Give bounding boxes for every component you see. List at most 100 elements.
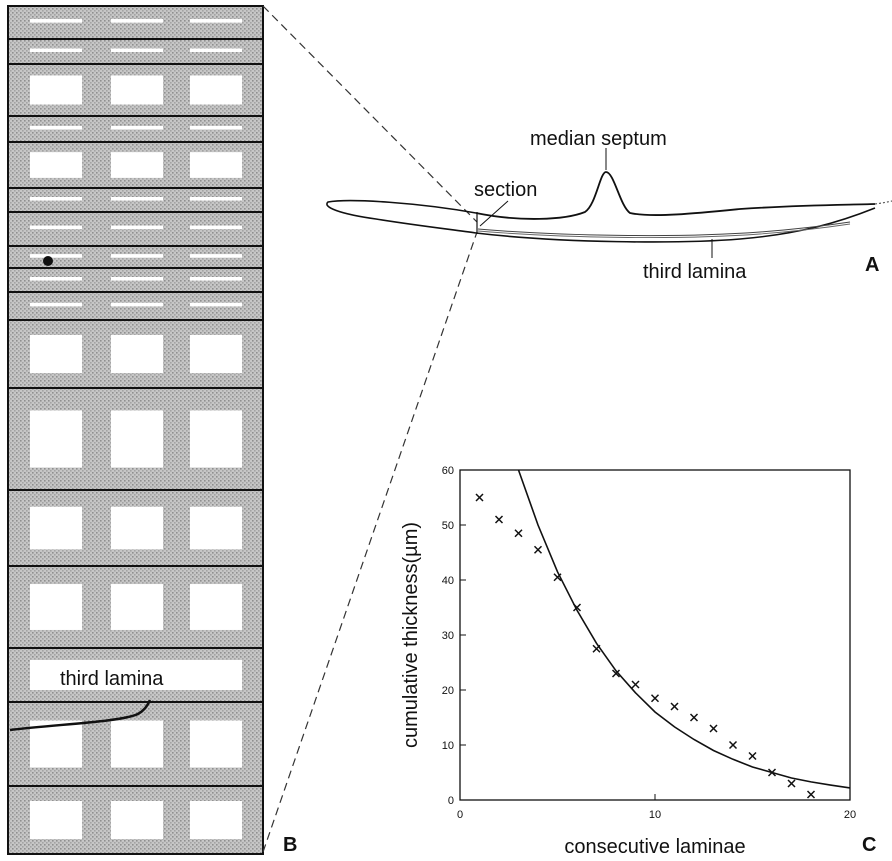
lamina-slit: [30, 225, 82, 230]
data-point-marker: [533, 545, 543, 554]
y-tick-label: 50: [442, 520, 454, 532]
section-outline-bottom: [475, 207, 876, 243]
lamina-window: [190, 584, 242, 630]
x-tick-label: 10: [649, 809, 661, 821]
lamina-slit: [111, 302, 163, 307]
x-axis-label: consecutive laminae: [564, 836, 745, 858]
lamina-window: [111, 584, 163, 630]
lamina-window: [190, 800, 242, 840]
plot-frame: [459, 469, 851, 801]
lamina-slit: [30, 48, 82, 53]
y-tick-label: 10: [442, 740, 454, 752]
lamina-window: [190, 152, 242, 178]
lamina-window: [111, 334, 163, 374]
panel-c-chart: 0 10 20 0 10 20 30 40 50 60 cumulative thickness(…: [400, 465, 876, 858]
lamina-window: [190, 410, 242, 468]
data-point-marker: [670, 702, 679, 711]
third-lamina-boundary-line: [9, 699, 152, 732]
lamina-window: [190, 334, 242, 374]
data-point-marker: [611, 669, 621, 678]
lamina-window: [30, 410, 82, 468]
panel-b-third-lamina-label: third lamina: [60, 668, 164, 690]
lamina-slit: [30, 197, 82, 201]
median-septum-label: median septum: [530, 128, 667, 150]
lamina-window: [111, 506, 163, 550]
data-point-marker: [709, 724, 718, 733]
data-point-marker: [494, 515, 504, 524]
data-point-marker: [689, 713, 699, 722]
data-point-marker: [787, 779, 796, 788]
outline-fade: [874, 200, 892, 205]
lamina-slit: [111, 19, 163, 23]
fit-curve: [517, 469, 851, 789]
panel-b-lamina-stack: third lamina B: [7, 5, 297, 856]
panel-a-letter: A: [865, 254, 879, 276]
y-tick-label: 60: [442, 465, 454, 477]
data-point-marker: [592, 644, 601, 653]
lamina-window: [30, 334, 82, 374]
y-tick-label: 40: [442, 575, 454, 587]
data-point-marker: [650, 694, 660, 703]
lamina-slit: [111, 125, 163, 130]
lamina-slit: [190, 48, 242, 53]
lamina-slit: [111, 48, 163, 53]
lamina-window: [30, 584, 82, 630]
third-lamina-line-2: [477, 223, 851, 239]
data-point-marker: [514, 529, 523, 538]
label-window: [30, 660, 242, 690]
lamina-window: [111, 410, 163, 468]
third-lamina-label: third lamina: [643, 261, 747, 283]
lamina-slit: [190, 225, 242, 230]
zoom-line-bottom: [262, 231, 478, 853]
y-tick-label: 20: [442, 685, 454, 697]
lamina-slit: [190, 19, 242, 23]
data-point-marker: [631, 680, 640, 689]
data-point-marker: [475, 493, 484, 502]
third-lamina-line-1: [477, 221, 851, 237]
x-tick-label: 20: [844, 809, 856, 821]
reference-dot: [43, 256, 53, 266]
panel-a-cross-section: median septum section third lamina A: [326, 128, 892, 283]
lamina-slit: [30, 254, 82, 258]
lamina-window: [30, 506, 82, 550]
lamina-window: [30, 720, 82, 768]
lamina-window: [30, 75, 82, 105]
lamina-slit: [30, 277, 82, 281]
lamina-slit: [111, 277, 163, 281]
x-tick-label: 0: [457, 809, 463, 821]
lamina-window: [30, 152, 82, 178]
lamina-window: [190, 720, 242, 768]
y-tick-label: 0: [448, 795, 454, 807]
lamina-slit: [30, 19, 82, 23]
median-septum-outline: [475, 171, 876, 220]
y-axis-label: cumulative thickness(µm): [400, 522, 422, 748]
section-leader: [479, 200, 509, 227]
lamina-slit: [30, 125, 82, 130]
lamina-slit: [111, 254, 163, 258]
data-point-marker: [767, 768, 777, 777]
lamina-window: [111, 75, 163, 105]
lamina-window: [190, 75, 242, 105]
lamina-window: [190, 506, 242, 550]
panel-b-letter: B: [283, 834, 297, 856]
lamina-slit: [111, 197, 163, 201]
lamina-slit: [190, 277, 242, 281]
section-label: section: [474, 179, 537, 201]
lamina-slit: [190, 197, 242, 201]
data-point-marker: [572, 603, 582, 612]
section-outline-left: [326, 199, 477, 234]
y-tick-label: 30: [442, 630, 454, 642]
lamina-window: [111, 720, 163, 768]
lamina-slit: [190, 254, 242, 258]
lamina-slit: [111, 225, 163, 230]
data-point-marker: [806, 790, 816, 799]
data-point-marker: [553, 573, 562, 582]
lamina-window: [111, 152, 163, 178]
zoom-line-top: [262, 5, 478, 223]
lamina-window: [111, 800, 163, 840]
data-point-marker: [748, 751, 757, 761]
panel-c-letter: C: [862, 834, 876, 856]
lamina-slit: [190, 125, 242, 130]
lamina-slit: [30, 302, 82, 307]
